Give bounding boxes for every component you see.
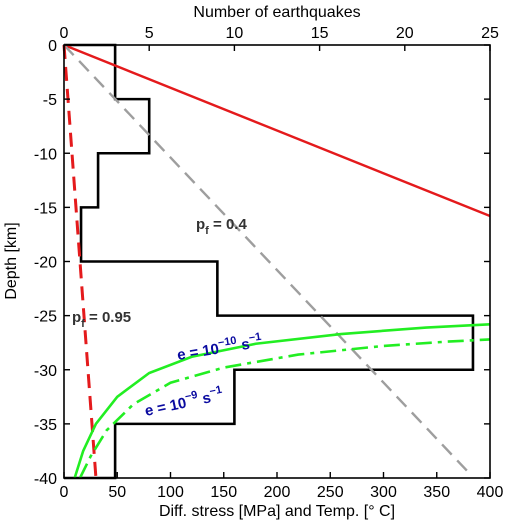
left-tick-label: 0 xyxy=(48,38,57,55)
left-axis-title: Depth [km] xyxy=(3,222,20,299)
left-tick-label: -10 xyxy=(34,146,57,163)
bottom-tick-label: 300 xyxy=(370,484,397,501)
annotation-pf_095: pf = 0.95 xyxy=(72,309,131,330)
bottom-tick-label: 400 xyxy=(477,484,504,501)
left-tick-label: -25 xyxy=(34,309,57,326)
histogram-layer xyxy=(64,43,475,480)
ticks-layer xyxy=(63,44,491,479)
line-pf_0-4 xyxy=(63,44,470,474)
top-tick-label: 25 xyxy=(481,25,499,42)
bottom-tick-label: 100 xyxy=(157,484,184,501)
left-tick-label: -30 xyxy=(34,363,57,380)
top-tick-label: 20 xyxy=(396,25,414,42)
creep-curve-e_1e-10 xyxy=(73,322,491,479)
left-tick-label: -40 xyxy=(34,471,57,488)
lines-layer xyxy=(62,43,491,479)
histogram-bar xyxy=(64,153,98,207)
annotation-e10: e = 10−10 s−1 xyxy=(175,331,263,364)
bottom-tick-label: 150 xyxy=(210,484,237,501)
top-tick-label: 10 xyxy=(226,25,244,42)
annotation-pf_04: pf = 0.4 xyxy=(196,216,247,237)
left-tick-label: -5 xyxy=(43,92,57,109)
line-temperature xyxy=(63,43,491,218)
bottom-tick-label: 350 xyxy=(423,484,450,501)
left-tick-label: -20 xyxy=(34,255,57,272)
left-tick-label: -35 xyxy=(34,417,57,434)
top-tick-label: 0 xyxy=(60,25,69,42)
left-tick-label: -15 xyxy=(34,200,57,217)
top-tick-label: 5 xyxy=(145,25,154,42)
histogram-bar xyxy=(64,424,115,478)
bottom-tick-label: 0 xyxy=(60,484,69,501)
bottom-tick-label: 50 xyxy=(108,484,126,501)
bottom-tick-label: 200 xyxy=(264,484,291,501)
annotation-e9: e = 10−9 s−1 xyxy=(143,384,225,420)
bottom-tick-label: 250 xyxy=(317,484,344,501)
top-tick-label: 15 xyxy=(311,25,329,42)
annotations-layer: pf = 0.4 pf = 0.95 e = 10−10 s−1 e = 10−9 s… xyxy=(72,216,263,420)
line-pf_0-95 xyxy=(62,44,98,479)
creep-curve-e_1e-9 xyxy=(78,338,491,479)
bottom-axis-title: Diff. stress [MPa] and Temp. [° C] xyxy=(159,503,395,520)
histogram-bar xyxy=(64,262,217,316)
top-axis-title: Number of earthquakes xyxy=(193,4,360,21)
histogram-bar xyxy=(64,99,149,153)
histogram-outline xyxy=(64,43,475,480)
